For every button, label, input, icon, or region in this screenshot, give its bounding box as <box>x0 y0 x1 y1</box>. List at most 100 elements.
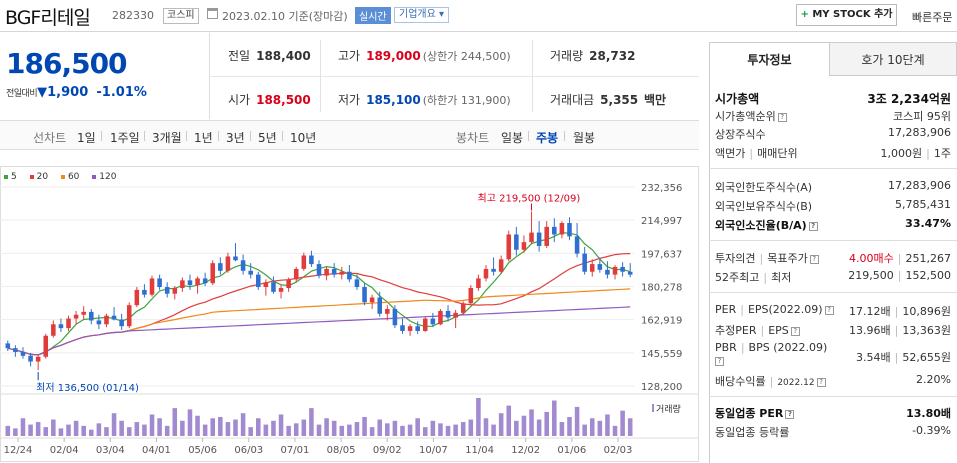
divider <box>564 131 565 141</box>
tab-daily[interactable]: 일봉 <box>501 131 524 145</box>
label-text: 최저 <box>771 271 792 284</box>
candle-body <box>559 223 565 235</box>
help-icon[interactable]: ? <box>824 306 834 315</box>
help-icon[interactable]: ? <box>777 113 787 122</box>
candle-body <box>271 282 276 292</box>
tab-1w[interactable]: 1주일 <box>110 131 140 145</box>
value-text: 152,500 <box>905 269 952 282</box>
volume-bar <box>582 424 587 436</box>
volume-bar <box>126 427 132 436</box>
tab-10y[interactable]: 10년 <box>290 131 317 145</box>
tab-5y[interactable]: 5년 <box>258 131 277 145</box>
add-mystock-button[interactable]: + MY STOCK 추가 <box>796 4 897 26</box>
realtime-button[interactable]: 실시간 <box>355 7 391 24</box>
separator: | <box>763 271 768 284</box>
volume-bar <box>574 406 580 436</box>
volume-bar <box>407 424 413 436</box>
help-icon[interactable]: ? <box>816 378 826 387</box>
label-text: 52주최고 <box>715 271 760 284</box>
separator: | <box>894 324 899 337</box>
volume-bar <box>256 418 261 436</box>
separator: | <box>926 147 930 160</box>
divider <box>144 131 145 141</box>
tab-quote-10[interactable]: 호가 10단계 <box>829 42 957 76</box>
candle-body <box>119 319 124 327</box>
change-value: 1,900 <box>47 85 89 100</box>
volume-bar <box>521 415 527 436</box>
value: 3조 2,234억원 <box>867 92 951 106</box>
help-icon[interactable]: ? <box>809 255 819 264</box>
value-text: 13.96배 <box>849 324 891 337</box>
volume-legend: 거래량 <box>656 403 681 415</box>
candle-body <box>263 282 269 288</box>
foreign-hold-row: 외국인보유주식수(B) 5,785,431 <box>715 198 951 215</box>
candle-body <box>240 260 246 271</box>
volume-bar <box>476 398 481 436</box>
tab-3m[interactable]: 3개월 <box>152 131 182 145</box>
volume-bar <box>157 418 162 436</box>
candle-body <box>28 355 33 362</box>
value: 219,500 | 152,500 <box>848 269 951 282</box>
chart-legend: 5 20 60 120 <box>4 172 126 182</box>
price-chart[interactable]: 232,356 214,997 197,637 180,278 162,919 145,5… <box>0 166 699 463</box>
volume-bar <box>73 420 79 436</box>
low-limit: (하한가 131,900) <box>422 94 511 107</box>
volume-bar <box>620 410 625 436</box>
label: 외국인한도주식수(A) <box>715 181 813 194</box>
candle-body <box>187 280 193 286</box>
candle-body <box>468 287 474 304</box>
value-text: 251,267 <box>905 252 952 265</box>
tab-invest-info[interactable]: 투자정보 <box>709 42 830 76</box>
stat-high: 고가 189,000 (상한가 244,500) <box>338 47 511 64</box>
value: 13.80배 <box>906 407 951 420</box>
volume-bar <box>20 418 26 436</box>
candle-body <box>339 271 345 275</box>
candle-body <box>589 264 595 272</box>
volume-bar <box>5 425 11 436</box>
label-text: BPS (2022.09) <box>748 341 828 354</box>
y-tick-label: 145,559 <box>641 349 682 360</box>
tab-3y[interactable]: 3년 <box>226 131 245 145</box>
label-text: 투자의견 <box>715 252 756 265</box>
candle-body <box>415 326 420 331</box>
down-triangle-icon: ▼ <box>37 85 48 100</box>
tab-1y[interactable]: 1년 <box>194 131 213 145</box>
candle-body <box>202 278 208 284</box>
volume-bar <box>149 414 155 436</box>
volume-bar <box>66 424 71 436</box>
candle-body <box>81 311 86 315</box>
help-icon[interactable]: ? <box>790 327 800 336</box>
value: 13.96배 | 13,363원 <box>849 322 951 338</box>
corp-info-dropdown[interactable]: 기업개요 ▾ <box>394 7 450 23</box>
label-text: 매매단위 <box>757 147 798 160</box>
quick-order-link[interactable]: 빠른주문 <box>912 11 953 24</box>
separator: | <box>769 375 774 388</box>
est-per-row: 추정PER | EPS? 13.96배 | 13,363원 <box>715 322 951 339</box>
stat-amount: 거래대금 5,355 백만 <box>550 91 666 108</box>
candle-chart-label: 봉차트 <box>456 131 490 145</box>
candle-body <box>544 226 549 246</box>
volume-bar <box>240 413 246 436</box>
tab-1d[interactable]: 1일 <box>77 131 96 145</box>
candle-body <box>111 315 117 320</box>
volume-bar <box>104 427 109 436</box>
label-text: 2022.12 <box>777 378 815 388</box>
base-date: 2023.02.10 기준(장마감) <box>222 10 348 23</box>
tab-monthly[interactable]: 월봉 <box>573 131 596 145</box>
candle-body <box>164 287 170 294</box>
max-annotation: 최고 219,500 (12/09) <box>478 193 581 205</box>
candle-body <box>35 356 41 362</box>
volume-bar <box>514 420 519 436</box>
volume-bar <box>180 420 185 436</box>
label: 시가총액순위? <box>715 108 787 124</box>
divider <box>218 131 219 141</box>
divider <box>186 131 187 141</box>
tab-weekly[interactable]: 주봉 <box>536 131 559 145</box>
label: 액면가 | 매매단위 <box>715 145 798 161</box>
help-icon[interactable]: ? <box>715 357 724 366</box>
help-icon[interactable]: ? <box>785 410 795 419</box>
swatch <box>60 174 65 179</box>
candle-body <box>134 289 140 306</box>
help-icon[interactable]: ? <box>808 222 818 231</box>
volume-bar <box>271 420 276 436</box>
